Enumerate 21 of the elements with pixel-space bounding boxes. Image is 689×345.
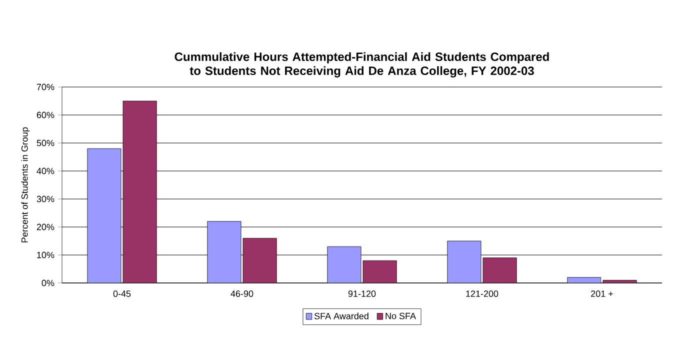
y-tick-label: 10% (37, 252, 54, 258)
y-tick-label: 30% (36, 196, 54, 202)
bar (207, 221, 242, 283)
bar (447, 240, 482, 283)
y-tick-label: 20% (36, 224, 54, 230)
chart-title: Cummulative Hours Attempted-Financial Aid Students Compared to Students Not Receiving Aid De Anza College, FY 2002-03 (174, 52, 549, 78)
y-tick-label: 60% (36, 112, 54, 118)
x-tick-label: 91-120 (348, 290, 376, 297)
x-tick-label: 46-90 (230, 290, 254, 297)
legend-label: No SFA (386, 312, 416, 320)
legend-label: SFA Awarded (314, 312, 368, 320)
y-tick-label: 50% (36, 140, 54, 146)
y-tick-label: 0% (42, 280, 54, 286)
y-tick-label: 40% (36, 168, 54, 174)
x-tick-label: 121-200 (466, 290, 498, 297)
y-axis-title: Percent of Students in Group (21, 127, 30, 242)
y-tick-label: 70% (36, 84, 54, 90)
x-tick-label: 201 + (591, 290, 613, 297)
bar (87, 148, 122, 283)
bar (327, 246, 362, 283)
x-tick-label: 0-45 (113, 290, 131, 297)
